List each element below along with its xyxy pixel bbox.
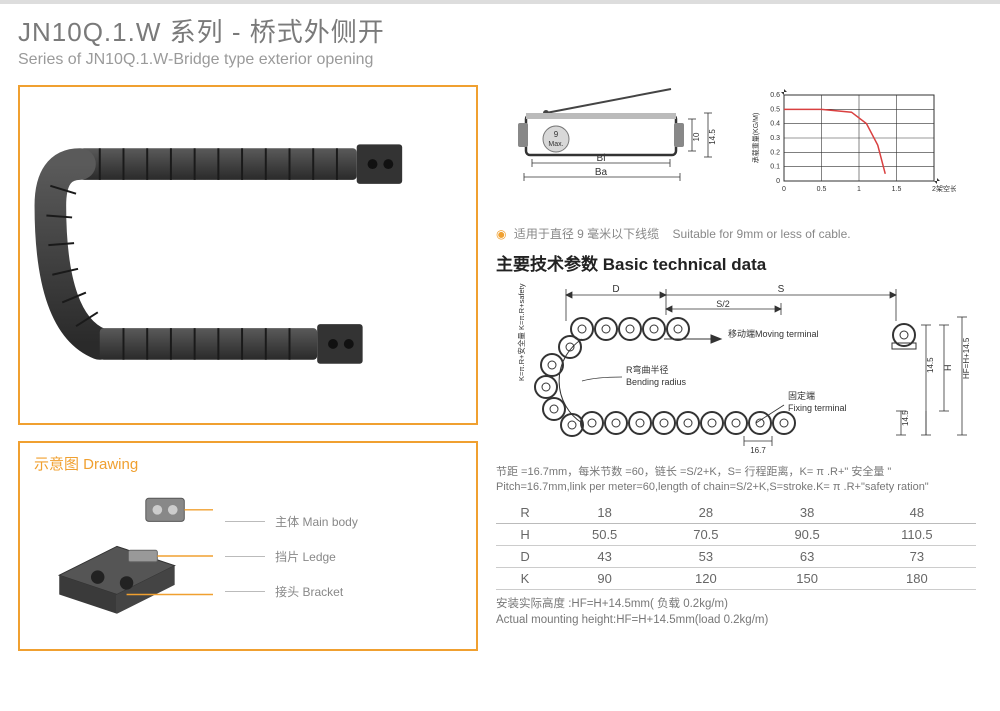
header: JN10Q.1.W 系列 - 桥式外侧开 Series of JN10Q.1.W… (0, 0, 1000, 75)
data-table: R18283848 H50.570.590.5110.5D43536373K90… (496, 502, 976, 590)
svg-text:0.6: 0.6 (770, 92, 780, 99)
left-column: 示意图 Drawing (18, 85, 478, 651)
svg-text:固定端: 固定端 (788, 390, 815, 401)
table-row: K90120150180 (496, 567, 976, 589)
title-cn: JN10Q.1.W 系列 - 桥式外侧开 (18, 12, 982, 49)
top-diagrams: 9 Max. Bi Ba (496, 85, 976, 215)
svg-text:0: 0 (782, 186, 786, 193)
svg-text:14.5: 14.5 (926, 357, 935, 373)
drawing-exploded (40, 486, 213, 626)
svg-text:0.5: 0.5 (817, 186, 827, 193)
table-header: 18 (554, 502, 655, 524)
svg-text:0.1: 0.1 (770, 164, 780, 171)
svg-text:HF=H+14.5: HF=H+14.5 (962, 337, 971, 379)
svg-text:1.5: 1.5 (892, 186, 902, 193)
svg-text:0.4: 0.4 (770, 121, 780, 128)
table-row: H50.570.590.5110.5 (496, 523, 976, 545)
tech-section-title: 主要技术参数 Basic technical data (496, 250, 976, 275)
svg-text:R弯曲半径: R弯曲半径 (626, 364, 669, 375)
svg-text:0.5: 0.5 (770, 106, 780, 113)
svg-text:承载重量(KG/M): 承载重量(KG/M) (751, 113, 760, 164)
svg-text:0.2: 0.2 (770, 149, 780, 156)
table-header: R (496, 502, 554, 524)
label-ledge: 挡片 Ledge (275, 548, 336, 565)
cable-chain-illustration (20, 87, 476, 423)
label-bracket: 接头 Bracket (275, 583, 343, 600)
table-row: D43536373 (496, 545, 976, 567)
dim-ba: Ba (595, 167, 608, 178)
mount-note: 安装实际高度 :HF=H+14.5mm( 负载 0.2kg/m) Actual … (496, 596, 976, 628)
load-chart: 00.511.5200.10.20.30.40.50.6承载重量(KG/M)架空… (746, 85, 956, 205)
table-header: 48 (858, 502, 976, 524)
svg-text:架空长度 (M): 架空长度 (M) (936, 184, 956, 193)
svg-text:0.3: 0.3 (770, 135, 780, 142)
drawing-labels: 主体 Main body 挡片 Ledge 接头 Bracket (225, 513, 456, 600)
svg-text:H: H (943, 365, 953, 372)
table-header: 38 (757, 502, 858, 524)
pitch-note: 节距 =16.7mm，每米节数 =60，链长 =S/2+K，S= 行程距离，K=… (496, 465, 976, 496)
svg-text:14.5: 14.5 (708, 129, 717, 145)
right-column: 9 Max. Bi Ba (496, 85, 976, 651)
svg-text:14.5: 14.5 (901, 410, 910, 426)
svg-text:S/2: S/2 (716, 299, 730, 309)
drawing-panel: 示意图 Drawing (18, 441, 478, 651)
svg-text:1: 1 (857, 186, 861, 193)
svg-text:K=π.R+安全量 K=π.R+safety ration: K=π.R+安全量 K=π.R+safety ration (516, 281, 526, 381)
svg-text:D: D (612, 284, 619, 295)
cross-section-diagram: 9 Max. Bi Ba (496, 85, 726, 205)
svg-text:0: 0 (776, 178, 780, 185)
svg-text:S: S (778, 284, 785, 295)
svg-text:Fixing terminal: Fixing terminal (788, 403, 847, 413)
product-photo-panel (18, 85, 478, 425)
dim-bi: Bi (597, 153, 606, 164)
svg-text:Max.: Max. (548, 141, 563, 148)
chain-diagram: D S S/2 移动端Moving terminal R弯曲半径 Bending… (496, 281, 976, 461)
svg-text:16.7: 16.7 (750, 446, 766, 455)
svg-text:9: 9 (554, 130, 559, 139)
svg-text:移动端Moving terminal: 移动端Moving terminal (728, 328, 819, 339)
suitable-note: ◉ 适用于直径 9 毫米以下线缆 Suitable for 9mm or les… (496, 225, 976, 242)
title-en: Series of JN10Q.1.W-Bridge type exterior… (18, 51, 982, 69)
svg-text:Bending radius: Bending radius (626, 377, 687, 387)
svg-text:10: 10 (692, 132, 701, 141)
main-content: 示意图 Drawing (0, 75, 1000, 661)
drawing-title: 示意图 Drawing (34, 453, 138, 474)
table-header: 28 (655, 502, 756, 524)
label-main-body: 主体 Main body (275, 513, 358, 530)
